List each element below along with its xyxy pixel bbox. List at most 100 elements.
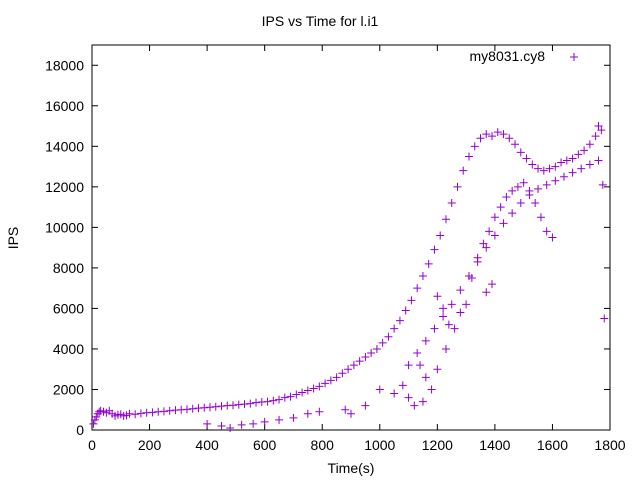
data-point <box>485 227 494 236</box>
data-point <box>326 376 335 385</box>
data-point <box>516 148 525 157</box>
data-point <box>499 219 508 228</box>
data-point <box>165 406 174 415</box>
data-point <box>476 134 485 143</box>
data-point <box>511 140 520 149</box>
data-point <box>418 272 427 280</box>
data-point <box>551 162 560 171</box>
chart-title: IPS vs Time for l.i1 <box>262 13 379 29</box>
data-point <box>464 152 473 161</box>
data-point <box>303 409 312 418</box>
data-point <box>594 122 603 131</box>
data-point <box>407 296 416 305</box>
data-point <box>367 349 376 357</box>
x-tick-label: 600 <box>253 437 277 453</box>
data-point <box>439 312 448 321</box>
data-point <box>217 421 226 430</box>
data-point <box>557 158 566 167</box>
data-point <box>459 166 468 175</box>
data-point <box>447 199 456 208</box>
data-point <box>211 402 220 411</box>
data-point <box>574 150 583 159</box>
y-tick-label: 12000 <box>45 179 84 195</box>
data-point <box>309 384 318 393</box>
data-point <box>536 213 545 222</box>
data-point <box>292 390 301 399</box>
data-point <box>516 199 525 208</box>
data-point <box>249 419 258 428</box>
data-point <box>525 190 534 199</box>
data-point <box>131 410 140 419</box>
data-point <box>482 243 491 252</box>
data-point <box>401 306 410 315</box>
data-point <box>275 395 284 404</box>
data-point <box>493 128 502 137</box>
y-tick-label: 8000 <box>53 260 84 276</box>
x-tick-label: 1800 <box>594 437 625 453</box>
data-point <box>456 308 465 317</box>
x-tick-label: 1600 <box>537 437 568 453</box>
x-tick-label: 1000 <box>364 437 395 453</box>
data-point <box>390 389 399 398</box>
data-point <box>229 401 238 410</box>
data-point <box>551 176 560 185</box>
data-point <box>456 286 465 295</box>
data-point <box>226 423 235 432</box>
data-point <box>395 316 404 325</box>
data-point <box>361 353 370 362</box>
data-point <box>534 184 543 193</box>
data-point <box>424 259 433 268</box>
data-point <box>404 361 413 370</box>
data-point <box>375 385 384 394</box>
data-point <box>433 292 442 301</box>
data-point <box>470 142 479 151</box>
data-point <box>444 320 453 329</box>
data-point <box>488 132 497 141</box>
data-point <box>203 419 212 428</box>
data-point <box>344 365 353 374</box>
data-point <box>597 126 606 135</box>
data-point <box>499 130 508 139</box>
y-tick-label: 10000 <box>45 219 84 235</box>
data-point <box>542 227 551 236</box>
data-point <box>562 156 571 165</box>
data-point <box>136 409 145 418</box>
data-point <box>473 257 482 266</box>
data-point <box>433 365 442 374</box>
data-point <box>488 280 497 289</box>
data-point <box>341 405 350 414</box>
data-point <box>338 369 347 378</box>
data-point <box>600 314 609 323</box>
data-point <box>263 397 272 406</box>
data-point <box>159 407 168 416</box>
data-point <box>450 324 459 333</box>
y-tick-label: 18000 <box>45 57 84 73</box>
data-point <box>508 209 517 218</box>
y-tick-label: 4000 <box>53 341 84 357</box>
data-point <box>453 182 462 191</box>
data-point <box>275 415 284 424</box>
data-point <box>430 245 439 254</box>
data-point <box>490 213 499 222</box>
data-point <box>289 413 298 422</box>
data-point <box>577 164 586 173</box>
data-points <box>89 122 609 432</box>
data-point <box>416 361 425 370</box>
data-point <box>464 272 473 280</box>
data-point <box>568 154 577 163</box>
data-point <box>568 168 577 177</box>
data-point <box>585 140 594 149</box>
data-point <box>269 396 278 405</box>
data-point <box>237 420 246 429</box>
data-point <box>505 134 514 143</box>
data-point <box>355 357 364 366</box>
data-point <box>421 336 430 345</box>
legend-marker-symbol <box>570 53 578 61</box>
data-point <box>502 192 511 201</box>
data-point <box>545 164 554 173</box>
data-point <box>591 132 600 141</box>
data-point <box>430 324 439 333</box>
data-point <box>89 419 98 428</box>
y-tick-label: 0 <box>76 422 84 438</box>
